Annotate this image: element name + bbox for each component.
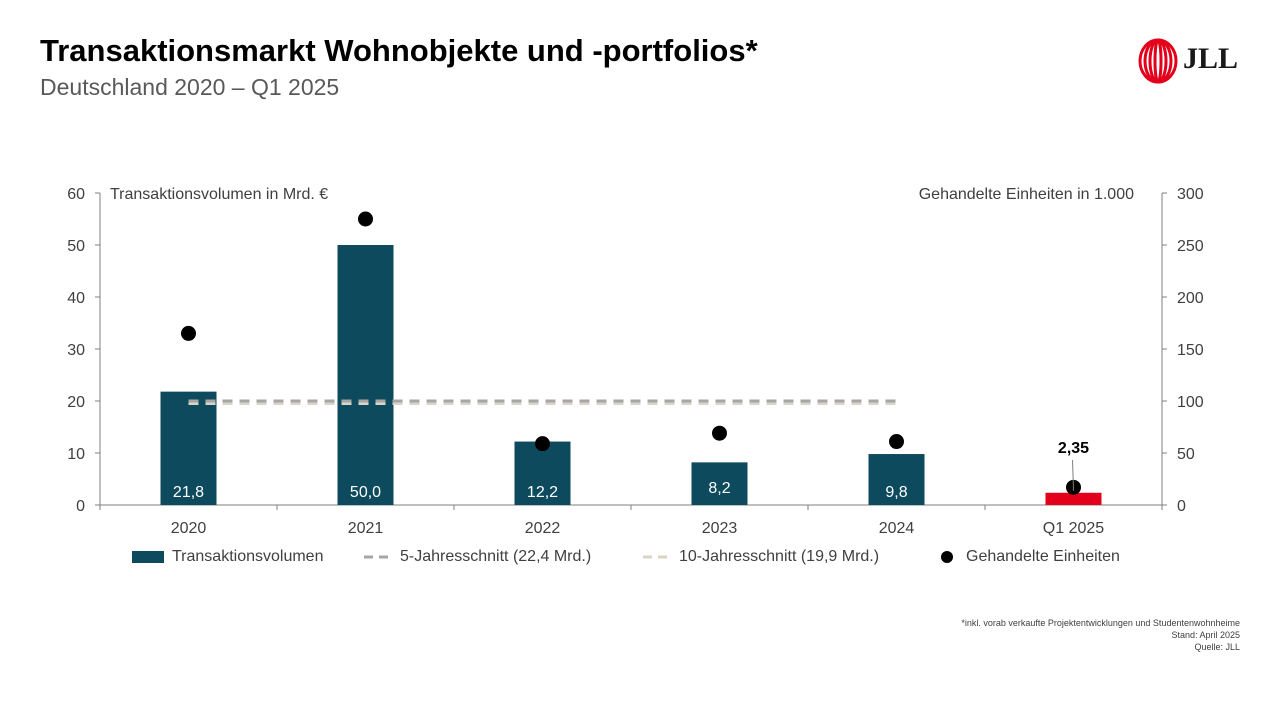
- legend-label: 10-Jahresschnitt (19,9 Mrd.): [679, 548, 880, 565]
- footnote: *inkl. vorab verkaufte Projektentwicklun…: [961, 617, 1240, 653]
- callout-leader-line: [1072, 459, 1074, 491]
- right-tick-label: 200: [1177, 290, 1204, 307]
- units-dot: [889, 434, 904, 450]
- right-tick-label: 300: [1177, 186, 1204, 203]
- x-tick-label: 2024: [879, 520, 915, 537]
- bar-value-label: 12,2: [527, 484, 558, 501]
- units-dot: [712, 425, 727, 441]
- x-tick-label: 2021: [348, 520, 384, 537]
- chart-bars: [160, 245, 1102, 505]
- units-dot: [358, 211, 373, 227]
- left-tick-label: 40: [67, 290, 85, 307]
- page-title: Transaktionsmarkt Wohnobjekte und -portf…: [40, 33, 758, 68]
- left-tick-label: 0: [76, 498, 85, 515]
- bar: [514, 441, 571, 505]
- chart-labels: 21,8 50,0 12,2 8,2 9,8 2,35: [173, 440, 1089, 501]
- x-tick-label: Q1 2025: [1043, 520, 1104, 537]
- bar-value-label: 9,8: [885, 484, 907, 501]
- legend-item-5-jahresschnitt: 5-Jahresschnitt (22,4 Mrd.): [364, 548, 591, 566]
- footnote-date: Stand: April 2025: [1171, 630, 1240, 640]
- units-dot: [181, 325, 196, 341]
- jll-logo-icon: [1138, 38, 1178, 84]
- right-tick-label: 250: [1177, 238, 1204, 255]
- footnote-source: Quelle: JLL: [1194, 642, 1240, 652]
- left-tick-label: 50: [67, 238, 85, 255]
- legend-label: Transaktionsvolumen: [172, 548, 324, 565]
- bar-value-label: 50,0: [350, 484, 381, 501]
- right-tick-label: 0: [1177, 498, 1186, 515]
- chart-axes: 0 10 20 30 40 50 60 0 50 100 150 200 250 300 2020 2021 2…: [67, 186, 1204, 537]
- bar: [160, 391, 217, 505]
- legend-swatch-dash: [643, 555, 671, 559]
- chart-legend: Transaktionsvolumen 5-Jahresschnitt (22,…: [0, 548, 1280, 572]
- legend-item-transaktionsvolumen: Transaktionsvolumen: [132, 548, 323, 566]
- left-tick-label: 10: [67, 446, 85, 463]
- legend-item-10-jahresschnitt: 10-Jahresschnitt (19,9 Mrd.): [643, 548, 879, 566]
- x-tick-label: 2020: [171, 520, 207, 537]
- bar: [868, 454, 925, 505]
- chart-dots: [181, 211, 1081, 495]
- right-tick-label: 150: [1177, 342, 1204, 359]
- legend-label: 5-Jahresschnitt (22,4 Mrd.): [400, 548, 592, 565]
- left-axis-title: Transaktionsvolumen in Mrd. €: [110, 186, 328, 203]
- bar: [1045, 492, 1102, 505]
- x-tick-label: 2023: [702, 520, 738, 537]
- right-axis-title: Gehandelte Einheiten in 1.000: [919, 186, 1134, 203]
- bar-value-label: 8,2: [708, 480, 730, 497]
- x-tick-label: 2022: [525, 520, 561, 537]
- bar-value-label: 21,8: [173, 484, 204, 501]
- left-tick-label: 20: [67, 394, 85, 411]
- page-subtitle: Deutschland 2020 – Q1 2025: [40, 74, 340, 100]
- left-tick-label: 60: [67, 186, 85, 203]
- units-dot: [535, 436, 550, 452]
- legend-item-gehandelte-einheiten: Gehandelte Einheiten: [940, 548, 1120, 566]
- right-tick-label: 100: [1177, 394, 1204, 411]
- chart-average-lines: [188, 399, 897, 406]
- legend-swatch-dot: [941, 551, 953, 563]
- legend-swatch-bar: [132, 551, 164, 563]
- bar: [337, 245, 394, 505]
- legend-label: Gehandelte Einheiten: [966, 548, 1120, 565]
- jll-logo: JLL: [1138, 38, 1242, 84]
- footnote-note: *inkl. vorab verkaufte Projektentwicklun…: [961, 618, 1240, 628]
- bar-value-label-highlight: 2,35: [1058, 440, 1089, 457]
- bar: [691, 462, 748, 505]
- right-tick-label: 50: [1177, 446, 1195, 463]
- left-tick-label: 30: [67, 342, 85, 359]
- logo-text: JLL: [1183, 42, 1239, 75]
- legend-swatch-dash: [364, 555, 392, 559]
